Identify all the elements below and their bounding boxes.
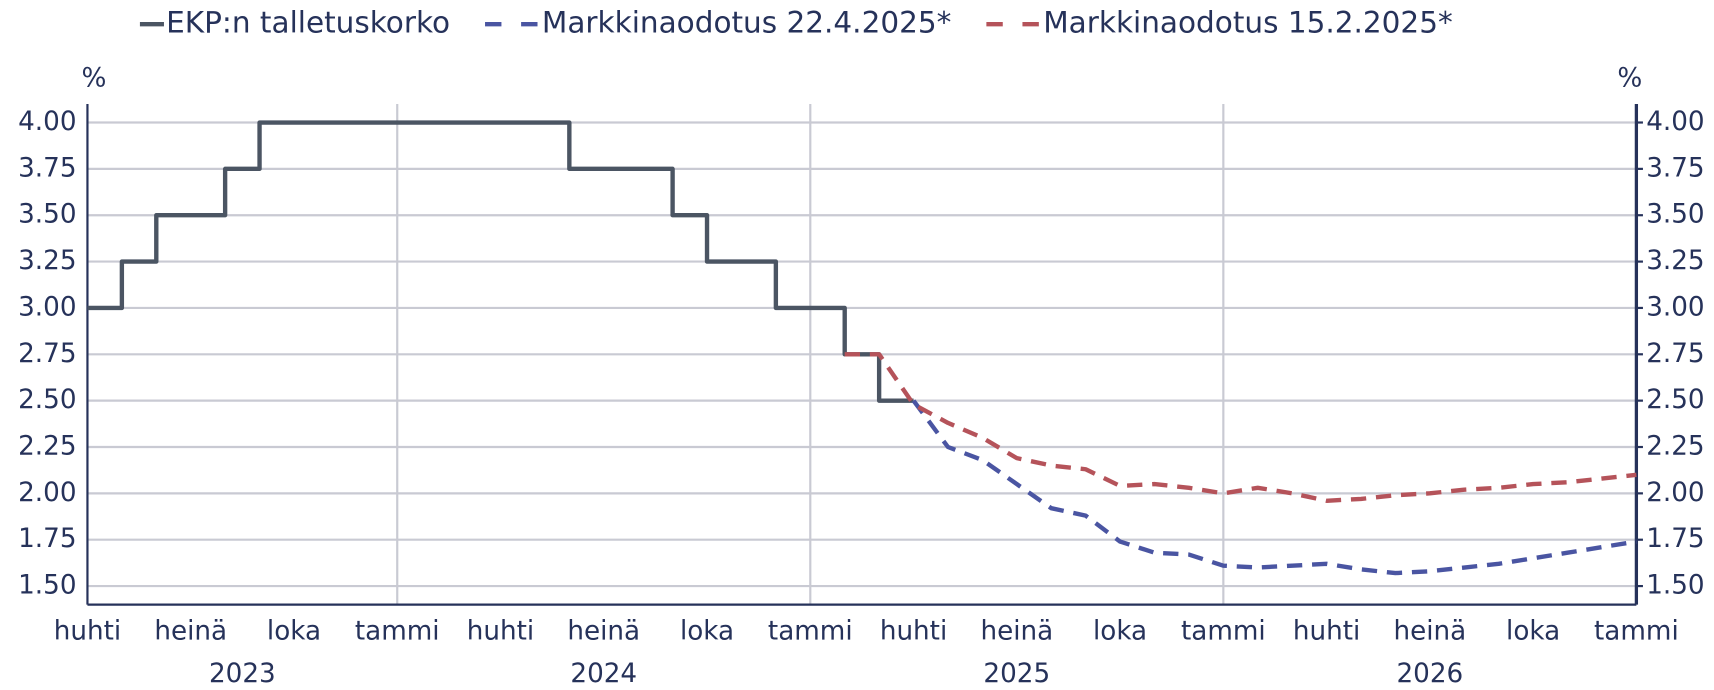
- series-line: [911, 399, 1637, 576]
- x-tick-label: loka: [1093, 616, 1147, 646]
- y-tick-label: 2.00: [18, 478, 76, 508]
- y-tick-label: 1.50: [18, 571, 76, 601]
- y2-unit: %: [1617, 63, 1642, 93]
- y-tick-label: 2.75: [18, 339, 76, 369]
- series-line: [87, 120, 914, 403]
- year-label: 2025: [983, 659, 1050, 689]
- y2-tick-label: 3.25: [1646, 246, 1704, 276]
- legend-label: Markkinaodotus 22.4.2025*: [542, 6, 952, 40]
- y2-tick-label: 2.25: [1646, 432, 1704, 462]
- y-tick-label: 2.25: [18, 432, 76, 462]
- y-tick-label: 1.75: [18, 524, 76, 554]
- y2-tick-label: 3.50: [1646, 200, 1704, 230]
- series-line: [844, 352, 1637, 503]
- y2-tick-label: 3.75: [1646, 153, 1704, 183]
- y2-tick-label: 3.00: [1646, 292, 1704, 322]
- x-tick-label: loka: [1506, 616, 1560, 646]
- y-tick-label: 2.50: [18, 385, 76, 415]
- x-tick-label: tammi: [768, 616, 853, 646]
- legend-label: Markkinaodotus 15.2.2025*: [1043, 6, 1453, 40]
- x-tick-label: huhti: [880, 616, 947, 646]
- legend: EKP:n talletuskorko Markkinaodotus 22.4.2…: [139, 6, 1453, 40]
- x-tick-label: tammi: [1181, 616, 1266, 646]
- y-unit: %: [82, 63, 107, 93]
- y-tick-label: 3.75: [18, 153, 76, 183]
- y2-tick-label: 2.00: [1646, 478, 1704, 508]
- y-tick-label: 3.00: [18, 292, 76, 322]
- legend-label: EKP:n talletuskorko: [166, 6, 450, 40]
- y2-tick-label: 2.50: [1646, 385, 1704, 415]
- x-tick-label: huhti: [54, 616, 121, 646]
- x-tick-label: huhti: [467, 616, 534, 646]
- x-tick-label: heinä: [1394, 616, 1467, 646]
- y-tick-label: 3.25: [18, 246, 76, 276]
- x-tick-label: heinä: [980, 616, 1053, 646]
- x-tick-label: loka: [267, 616, 321, 646]
- y2-tick-label: 4.00: [1646, 107, 1704, 137]
- y-tick-label: 4.00: [18, 107, 76, 137]
- year-label: 2023: [209, 659, 276, 689]
- y2-tick-label: 1.75: [1646, 524, 1704, 554]
- y-tick-label: 3.50: [18, 200, 76, 230]
- y2-tick-label: 2.75: [1646, 339, 1704, 369]
- year-label: 2024: [570, 659, 637, 689]
- year-label: 2026: [1396, 659, 1463, 689]
- x-tick-label: huhti: [1293, 616, 1360, 646]
- x-tick-label: tammi: [355, 616, 440, 646]
- x-tick-label: tammi: [1594, 616, 1679, 646]
- y2-tick-label: 1.50: [1646, 571, 1704, 601]
- x-tick-label: heinä: [154, 616, 227, 646]
- x-tick-label: heinä: [567, 616, 640, 646]
- x-tick-label: loka: [680, 616, 734, 646]
